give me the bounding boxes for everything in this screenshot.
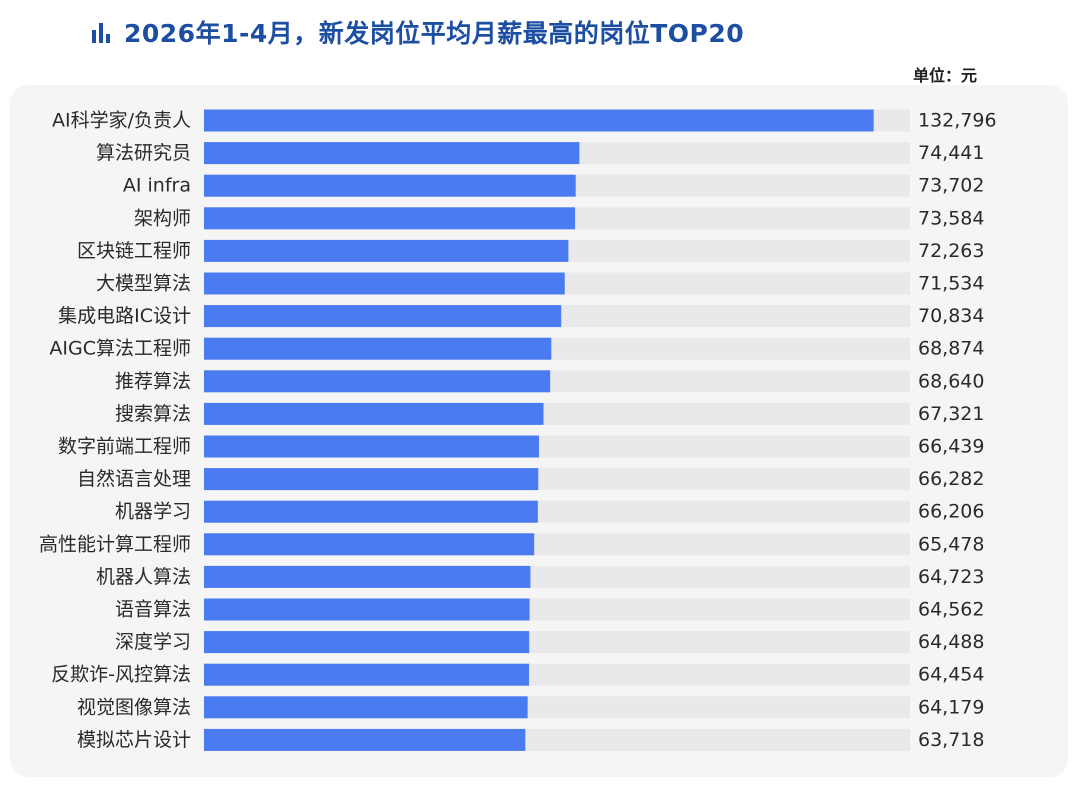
value-label: 68,640: [918, 370, 984, 392]
value-label: 70,834: [918, 305, 984, 327]
bar: [204, 533, 535, 556]
value-label: 67,321: [918, 403, 984, 425]
bar: [204, 370, 551, 393]
bar: [204, 305, 562, 328]
chart-title: 2026年1-4月，新发岗位平均月薪最高的岗位TOP20: [124, 19, 745, 48]
bar: [204, 207, 576, 230]
value-label: 66,206: [918, 501, 984, 523]
bar: [204, 109, 874, 132]
bar: [204, 565, 531, 588]
value-label: 68,874: [918, 338, 984, 360]
category-label: 自然语言处理: [77, 468, 191, 490]
bar: [204, 239, 569, 262]
bar: [204, 728, 526, 751]
bar: [204, 631, 530, 654]
value-label: 132,796: [918, 110, 997, 132]
category-label: 语音算法: [115, 599, 191, 621]
value-label: 74,441: [918, 142, 984, 164]
value-label: 72,263: [918, 240, 984, 262]
bar: [204, 337, 552, 360]
bar: [204, 500, 538, 523]
category-label: 高性能计算工程师: [39, 533, 191, 555]
bar-chart-icon: [92, 23, 110, 43]
category-label: 视觉图像算法: [77, 696, 191, 718]
category-label: AI科学家/负责人: [52, 110, 191, 132]
category-label: 搜索算法: [115, 403, 191, 425]
bar-chart: AI科学家/负责人 132,796 算法研究员 74,441 AI infra 73,70…: [39, 109, 997, 751]
value-label: 65,478: [918, 533, 984, 555]
value-label: 73,702: [918, 175, 984, 197]
category-label: AI infra: [123, 175, 191, 197]
category-label: 架构师: [134, 207, 191, 229]
category-label: 机器人算法: [96, 566, 191, 588]
value-label: 64,488: [918, 631, 984, 653]
value-label: 66,282: [918, 468, 984, 490]
chart-header: 2026年1-4月，新发岗位平均月薪最高的岗位TOP20: [92, 12, 744, 52]
bar: [204, 598, 530, 621]
category-label: 推荐算法: [115, 370, 191, 392]
bar: [204, 272, 565, 295]
bar: [204, 142, 580, 165]
value-label: 64,562: [918, 599, 984, 621]
category-label: 区块链工程师: [77, 240, 191, 262]
bar: [204, 174, 576, 197]
value-label: 63,718: [918, 729, 984, 751]
category-label: 数字前端工程师: [58, 436, 191, 458]
category-label: 算法研究员: [96, 142, 191, 164]
category-label: 大模型算法: [96, 273, 191, 295]
bar: [204, 435, 540, 458]
category-label: AIGC算法工程师: [49, 338, 191, 360]
category-label: 反欺诈-风控算法: [51, 664, 191, 686]
category-label: 深度学习: [115, 631, 191, 653]
bar: [204, 402, 544, 425]
value-label: 64,723: [918, 566, 984, 588]
value-label: 66,439: [918, 436, 984, 458]
category-label: 模拟芯片设计: [77, 729, 191, 751]
value-label: 71,534: [918, 273, 984, 295]
unit-label: 单位：元: [913, 66, 978, 85]
value-label: 64,179: [918, 696, 984, 718]
value-label: 64,454: [918, 664, 984, 686]
value-label: 73,584: [918, 207, 984, 229]
bar: [204, 663, 530, 686]
category-label: 集成电路IC设计: [58, 305, 191, 327]
bar: [204, 468, 539, 491]
category-label: 机器学习: [115, 501, 191, 523]
chart-panel: AI科学家/负责人 132,796 算法研究员 74,441 AI infra 73,70…: [10, 85, 1068, 777]
bar: [204, 696, 528, 719]
